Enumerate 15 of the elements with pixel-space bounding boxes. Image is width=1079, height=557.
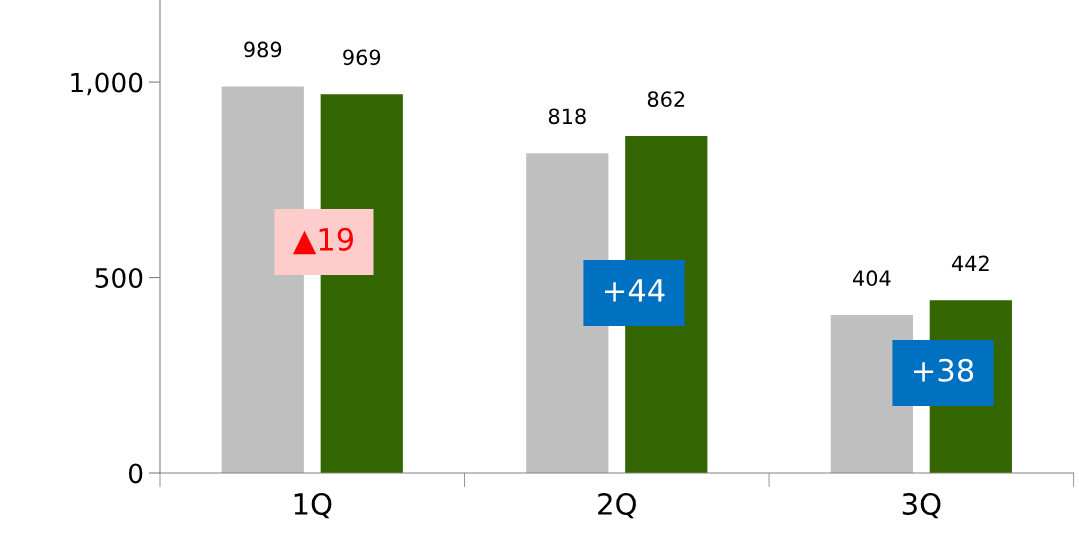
data-label: 969 [343,49,381,66]
y-tick-label: 0 [128,463,143,484]
annotation: +38 [913,358,974,382]
y-tick-label: 500 [95,267,143,288]
x-tick-label: 2Q [598,492,636,519]
y-tick-label: 1,000 [71,72,143,96]
data-label: 989 [244,41,282,58]
annotation: ▲19 [292,227,354,255]
x-tick-label: 1Q [294,492,332,519]
data-label: 818 [548,108,586,125]
annotation: +44 [604,279,665,302]
data-label: 404 [852,270,891,287]
data-label: 862 [647,91,685,107]
data-label: 442 [951,255,989,271]
x-tick-label: 3Q [902,492,941,519]
